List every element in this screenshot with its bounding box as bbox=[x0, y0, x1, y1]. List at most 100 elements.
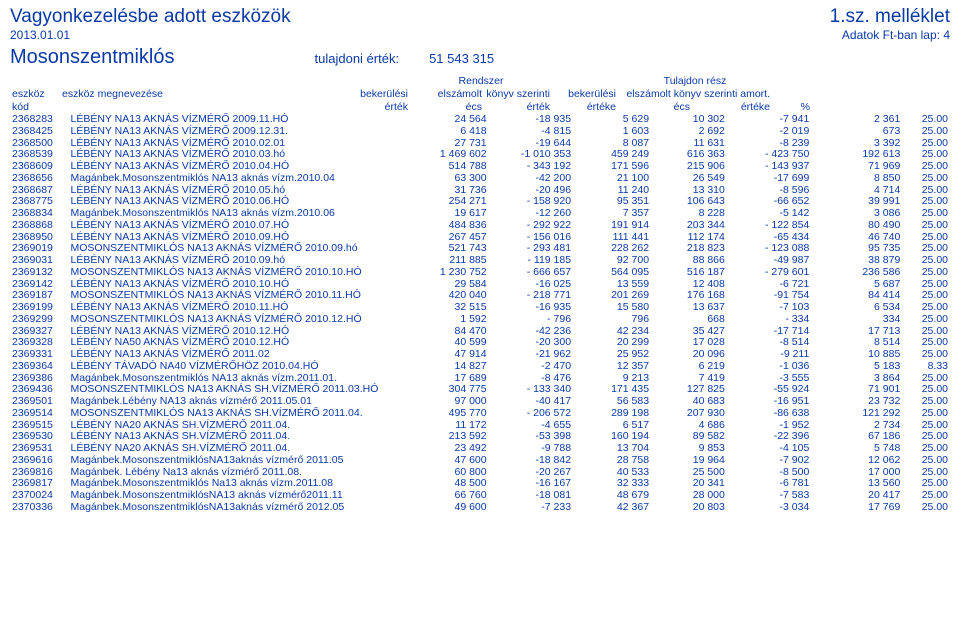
cell-erteke2: 5 183 bbox=[811, 361, 902, 373]
cell-pct: 25.00 bbox=[902, 126, 950, 138]
cell-erteke2: 236 586 bbox=[811, 267, 902, 279]
cell-code: 2369364 bbox=[10, 361, 68, 373]
table-header-line3: kód érték écs érték értéke écs értéke % bbox=[10, 101, 950, 113]
cell-pct: 25.00 bbox=[902, 267, 950, 279]
cell-pct: 25.00 bbox=[902, 173, 950, 185]
cell-ecs2: -3 034 bbox=[727, 502, 811, 514]
cell-code: 2368656 bbox=[10, 173, 68, 185]
cell-erteke2: 80 490 bbox=[811, 220, 902, 232]
table-row: 2369616Magánbek.MosonszentmiklósNA13akná… bbox=[10, 455, 950, 467]
cell-ecs2: - 334 bbox=[727, 314, 811, 326]
hdr-tulajdon: Tulajdon rész bbox=[618, 75, 772, 87]
cell-name: Magánbek.MosonszentmiklósNA13aknás vízmé… bbox=[68, 455, 406, 467]
cell-erteke2: 121 292 bbox=[811, 408, 902, 420]
sub-row: 2013.01.01 Adatok Ft-ban lap: 4 bbox=[10, 28, 950, 42]
cell-ecs: -42 200 bbox=[489, 173, 573, 185]
cell-ecs2: -86 638 bbox=[727, 408, 811, 420]
tulaj-label: tulajdoni érték: bbox=[315, 51, 400, 66]
hdr-kod: kód bbox=[10, 101, 60, 113]
cell-bekerulesi: 484 836 bbox=[406, 220, 488, 232]
cell-ecs: - 292 922 bbox=[489, 220, 573, 232]
table-row: 2368656Magánbek.Mosonszentmiklós NA13 ak… bbox=[10, 173, 950, 185]
cell-code: 2369514 bbox=[10, 408, 68, 420]
page-title: Vagyonkezelésbe adott eszközök bbox=[10, 6, 291, 28]
cell-ecs2: - 122 854 bbox=[727, 220, 811, 232]
table-row: 2370336Magánbek.MosonszentmiklósNA13akná… bbox=[10, 502, 950, 514]
table-row: 2368868LÉBÉNY NA13 AKNÁS VÍZMÉRŐ 2010.07… bbox=[10, 220, 950, 232]
cell-pct: 25.00 bbox=[902, 408, 950, 420]
table-row: 2369514MOSONSZENTMIKLÓS NA13 AKNÁS SH.VÍ… bbox=[10, 408, 950, 420]
hdr-ertek: érték bbox=[338, 101, 410, 113]
cell-name: Magánbek.MosonszentmiklósNA13aknás vízmé… bbox=[68, 502, 406, 514]
cell-ecs2: -2 019 bbox=[727, 126, 811, 138]
cell-erteke2: 334 bbox=[811, 314, 902, 326]
title-row: Vagyonkezelésbe adott eszközök 1.sz. mel… bbox=[10, 6, 950, 28]
cell-code: 2370336 bbox=[10, 502, 68, 514]
cell-bekerulesi: 14 827 bbox=[406, 361, 488, 373]
cell-bekerulesi: 6 418 bbox=[406, 126, 488, 138]
hdr-elszamolt: elszámolt bbox=[410, 88, 484, 100]
cell-erteke: 26 549 bbox=[651, 173, 727, 185]
hdr-megnev: eszköz megnevezése bbox=[60, 88, 338, 100]
cell-ecs2: - 279 601 bbox=[727, 267, 811, 279]
cell-ecs: -18 842 bbox=[489, 455, 573, 467]
cell-pct: 8.33 bbox=[902, 361, 950, 373]
hdr-eszkoz: eszköz bbox=[10, 88, 60, 100]
cell-ertek: 191 914 bbox=[573, 220, 651, 232]
cell-erteke: 516 187 bbox=[651, 267, 727, 279]
table-header-line1: Rendszer Tulajdon rész bbox=[10, 75, 950, 87]
cell-pct: 25.00 bbox=[902, 455, 950, 467]
cell-erteke: 2 692 bbox=[651, 126, 727, 138]
cell-erteke2: 673 bbox=[811, 126, 902, 138]
hdr-ecs: écs bbox=[410, 101, 484, 113]
hdr-ertek2: érték bbox=[484, 101, 552, 113]
cell-erteke: 19 964 bbox=[651, 455, 727, 467]
hdr-pct: % bbox=[772, 101, 812, 113]
cell-bekerulesi: 1 592 bbox=[406, 314, 488, 326]
cell-bekerulesi: 1 230 752 bbox=[406, 267, 488, 279]
cell-code: 2369299 bbox=[10, 314, 68, 326]
cell-ertek: 12 357 bbox=[573, 361, 651, 373]
tulaj-value: 51 543 315 bbox=[429, 51, 494, 66]
cell-name: MOSONSZENTMIKLÓS NA13 AKNÁS SH.VÍZMÉRŐ 2… bbox=[68, 408, 406, 420]
cell-ecs2: -1 036 bbox=[727, 361, 811, 373]
cell-ecs: -7 233 bbox=[489, 502, 573, 514]
table-row: 2368425LÉBÉNY NA13 AKNÁS VÍZMÉRŐ 2009.12… bbox=[10, 126, 950, 138]
cell-pct: 25.00 bbox=[902, 220, 950, 232]
cell-ertek: 42 367 bbox=[573, 502, 651, 514]
cell-ecs: - 666 657 bbox=[489, 267, 573, 279]
cell-pct: 25.00 bbox=[902, 314, 950, 326]
entity-name: Mosonszentmiklós bbox=[10, 46, 175, 69]
hdr-bekerulesi: bekerülési bbox=[338, 88, 410, 100]
cell-code: 2368868 bbox=[10, 220, 68, 232]
date-label: 2013.01.01 bbox=[10, 28, 70, 42]
hdr-elsz-konyv-amort: elszámolt könyv szerinti amort. bbox=[618, 88, 772, 100]
cell-name: LÉBÉNY NA13 AKNÁS VÍZMÉRŐ 2009.12.31. bbox=[68, 126, 406, 138]
cell-bekerulesi: 47 600 bbox=[406, 455, 488, 467]
cell-erteke2: 17 769 bbox=[811, 502, 902, 514]
cell-bekerulesi: 49 600 bbox=[406, 502, 488, 514]
table-header-line2: eszköz eszköz megnevezése bekerülési els… bbox=[10, 88, 950, 100]
cell-code: 2369132 bbox=[10, 267, 68, 279]
cell-ertek: 1 603 bbox=[573, 126, 651, 138]
hdr-ecs2: écs bbox=[618, 101, 692, 113]
cell-ecs: -2 470 bbox=[489, 361, 573, 373]
attachment-label: 1.sz. melléklet bbox=[830, 6, 950, 28]
cell-erteke: 207 930 bbox=[651, 408, 727, 420]
cell-erteke2: 12 062 bbox=[811, 455, 902, 467]
cell-erteke2: 8 850 bbox=[811, 173, 902, 185]
cell-ecs: - 796 bbox=[489, 314, 573, 326]
cell-ertek: 564 095 bbox=[573, 267, 651, 279]
cell-ecs2: -7 902 bbox=[727, 455, 811, 467]
cell-erteke: 6 219 bbox=[651, 361, 727, 373]
cell-name: LÉBÉNY TÁVADÓ NA40 VÍZMÉRŐHÖZ 2010.04.HÓ bbox=[68, 361, 406, 373]
cell-ertek: 796 bbox=[573, 314, 651, 326]
cell-erteke: 20 803 bbox=[651, 502, 727, 514]
entity-row: Mosonszentmiklós tulajdoni érték: 51 543… bbox=[10, 46, 950, 69]
cell-ertek: 289 198 bbox=[573, 408, 651, 420]
hdr-rendszer: Rendszer bbox=[410, 75, 552, 87]
cell-ertek: 21 100 bbox=[573, 173, 651, 185]
hdr-erteke2: értéke bbox=[692, 101, 772, 113]
table-row: 2369299MOSONSZENTMIKLÓS NA13 AKNÁS VÍZMÉ… bbox=[10, 314, 950, 326]
page: Vagyonkezelésbe adott eszközök 1.sz. mel… bbox=[0, 0, 960, 524]
